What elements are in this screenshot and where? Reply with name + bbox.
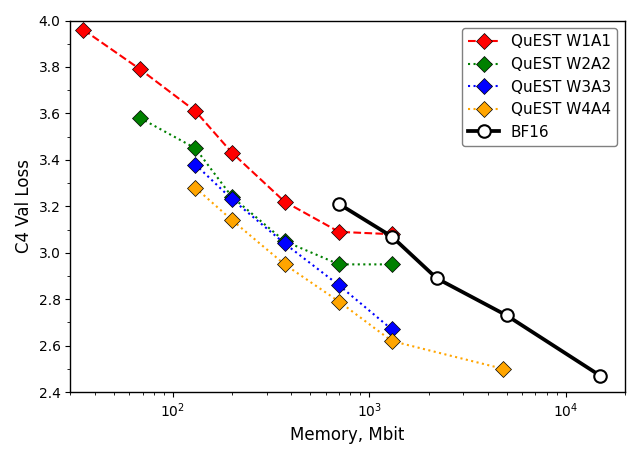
Legend: QuEST W1A1, QuEST W2A2, QuEST W3A3, QuEST W4A4, BF16: QuEST W1A1, QuEST W2A2, QuEST W3A3, QuES… <box>462 28 618 146</box>
QuEST W2A2 <box>335 262 343 267</box>
QuEST W4A4 <box>388 338 396 344</box>
QuEST W1A1 <box>136 67 144 72</box>
Line: BF16: BF16 <box>333 198 607 382</box>
Line: QuEST W4A4: QuEST W4A4 <box>190 182 509 375</box>
Y-axis label: C4 Val Loss: C4 Val Loss <box>15 159 33 253</box>
QuEST W1A1 <box>335 229 343 235</box>
QuEST W1A1 <box>79 27 87 33</box>
QuEST W2A2 <box>281 238 289 244</box>
QuEST W3A3 <box>228 196 236 202</box>
Line: QuEST W2A2: QuEST W2A2 <box>134 112 397 270</box>
QuEST W4A4 <box>281 262 289 267</box>
QuEST W4A4 <box>228 218 236 223</box>
QuEST W1A1 <box>228 150 236 156</box>
QuEST W2A2 <box>388 262 396 267</box>
QuEST W3A3 <box>281 241 289 246</box>
Line: QuEST W3A3: QuEST W3A3 <box>190 159 397 335</box>
BF16 <box>433 275 440 281</box>
BF16 <box>335 201 343 207</box>
BF16 <box>596 373 604 379</box>
QuEST W3A3 <box>388 327 396 332</box>
QuEST W4A4 <box>191 185 199 190</box>
QuEST W4A4 <box>499 366 507 372</box>
BF16 <box>503 313 511 318</box>
QuEST W1A1 <box>281 199 289 204</box>
QuEST W2A2 <box>191 146 199 151</box>
QuEST W1A1 <box>388 231 396 237</box>
BF16 <box>388 234 396 239</box>
QuEST W2A2 <box>136 115 144 121</box>
QuEST W3A3 <box>335 283 343 288</box>
QuEST W2A2 <box>228 194 236 200</box>
Line: QuEST W1A1: QuEST W1A1 <box>78 24 397 240</box>
X-axis label: Memory, Mbit: Memory, Mbit <box>291 426 405 444</box>
QuEST W4A4 <box>335 299 343 304</box>
QuEST W1A1 <box>191 108 199 114</box>
QuEST W3A3 <box>191 162 199 167</box>
